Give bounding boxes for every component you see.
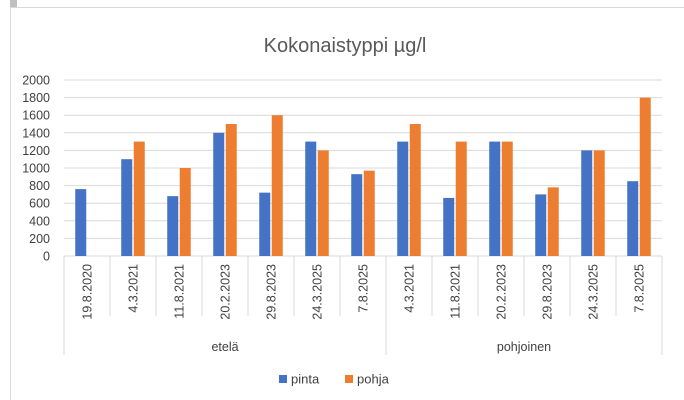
- bar-pinta: [259, 192, 271, 256]
- y-tick-label: 0: [43, 250, 50, 264]
- bar-pinta: [305, 141, 317, 256]
- y-tick-label: 1800: [22, 91, 50, 105]
- bar-pohja: [593, 150, 605, 256]
- bar-pinta: [351, 174, 363, 256]
- x-tick-label: 7.8.2025: [357, 264, 371, 313]
- bar-pinta: [443, 197, 455, 256]
- bar-pinta: [75, 189, 87, 256]
- bar-pohja: [317, 150, 329, 256]
- legend-label-pinta: pinta: [291, 372, 320, 387]
- bar-pohja: [501, 141, 513, 256]
- bar-pohja: [455, 141, 467, 256]
- x-tick-label: 20.2.2023: [495, 264, 509, 320]
- bar-pinta: [489, 141, 501, 256]
- bar-pinta: [535, 194, 547, 256]
- bar-pinta: [121, 159, 133, 256]
- group-label: pohjoinen: [497, 340, 551, 354]
- bar-pohja: [639, 97, 651, 256]
- y-tick-label: 800: [29, 179, 50, 193]
- bar-pinta: [627, 181, 639, 256]
- bar-pinta: [213, 132, 225, 256]
- y-tick-label: 2000: [22, 74, 50, 88]
- bar-pohja: [409, 124, 421, 256]
- y-tick-label: 1600: [22, 109, 50, 123]
- bar-pinta: [167, 196, 179, 256]
- legend-label-pohja: pohja: [357, 372, 390, 387]
- legend-swatch-pohja: [345, 375, 353, 383]
- legend-swatch-pinta: [279, 375, 287, 383]
- x-tick-label: 11.8.2021: [449, 264, 463, 319]
- x-tick-label: 4.3.2021: [127, 264, 141, 313]
- y-tick-label: 200: [29, 232, 50, 246]
- x-tick-label: 20.2.2023: [219, 264, 233, 320]
- x-tick-label: 24.3.2025: [311, 264, 325, 320]
- x-tick-label: 29.8.2023: [541, 264, 555, 320]
- bar-pohja: [547, 187, 559, 256]
- x-tick-label: 19.8.2020: [81, 264, 95, 320]
- bar-pohja: [271, 115, 283, 256]
- x-tick-label: 29.8.2023: [265, 264, 279, 320]
- x-tick-label: 11.8.2021: [173, 264, 187, 319]
- y-tick-label: 400: [29, 214, 50, 228]
- chart-title: Kokonaistyppi µg/l: [264, 35, 427, 57]
- y-tick-label: 1000: [22, 162, 50, 176]
- bar-pinta: [581, 150, 593, 256]
- x-tick-label: 24.3.2025: [587, 264, 601, 320]
- x-tick-label: 7.8.2025: [633, 264, 647, 313]
- x-tick-label: 4.3.2021: [403, 264, 417, 313]
- group-label: etelä: [211, 340, 238, 354]
- bar-pohja: [133, 141, 145, 256]
- y-tick-label: 1200: [22, 144, 50, 158]
- bar-pinta: [397, 141, 409, 256]
- y-tick-label: 1400: [22, 126, 50, 140]
- y-tick-label: 600: [29, 197, 50, 211]
- bar-pohja: [363, 170, 375, 256]
- bar-pohja: [179, 168, 191, 256]
- bar-pohja: [225, 124, 237, 256]
